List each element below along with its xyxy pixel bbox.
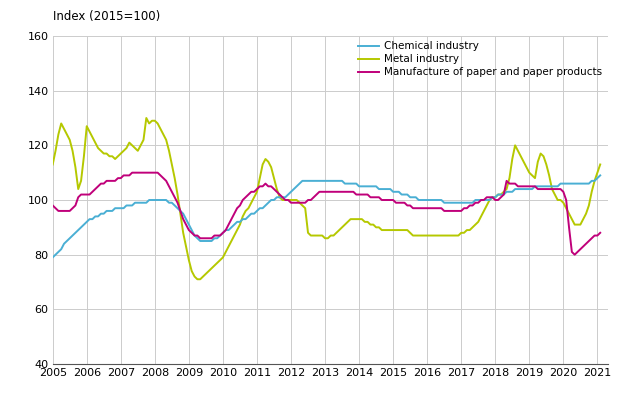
Metal industry [193,277,201,282]
Chemical industry [100,211,107,216]
Metal industry [596,162,604,167]
Line: Manufacture of paper and paper products: Manufacture of paper and paper products [53,173,600,255]
Chemical industry [596,173,604,178]
Legend: Chemical industry, Metal industry, Manufacture of paper and paper products: Chemical industry, Metal industry, Manuf… [358,41,603,78]
Chemical industry [472,198,479,202]
Chemical industry [162,198,170,202]
Metal industry [166,148,173,153]
Text: Index (2015=100): Index (2015=100) [53,10,160,23]
Manufacture of paper and paper products [310,195,317,200]
Metal industry [313,233,321,238]
Metal industry [49,162,56,167]
Metal industry [143,116,150,120]
Manufacture of paper and paper products [474,200,482,205]
Metal industry [494,192,502,197]
Manufacture of paper and paper products [596,230,604,235]
Line: Metal industry: Metal industry [53,118,600,279]
Chemical industry [307,178,314,183]
Manufacture of paper and paper products [492,198,499,202]
Manufacture of paper and paper products [571,252,578,257]
Line: Chemical industry: Chemical industry [53,175,600,258]
Metal industry [100,151,107,156]
Manufacture of paper and paper products [128,170,136,175]
Manufacture of paper and paper products [166,184,173,189]
Metal industry [339,225,346,230]
Chemical industry [489,195,496,200]
Chemical industry [333,178,340,183]
Manufacture of paper and paper products [335,189,343,194]
Manufacture of paper and paper products [100,181,107,186]
Metal industry [477,214,485,219]
Manufacture of paper and paper products [49,203,56,208]
Chemical industry [49,255,56,260]
